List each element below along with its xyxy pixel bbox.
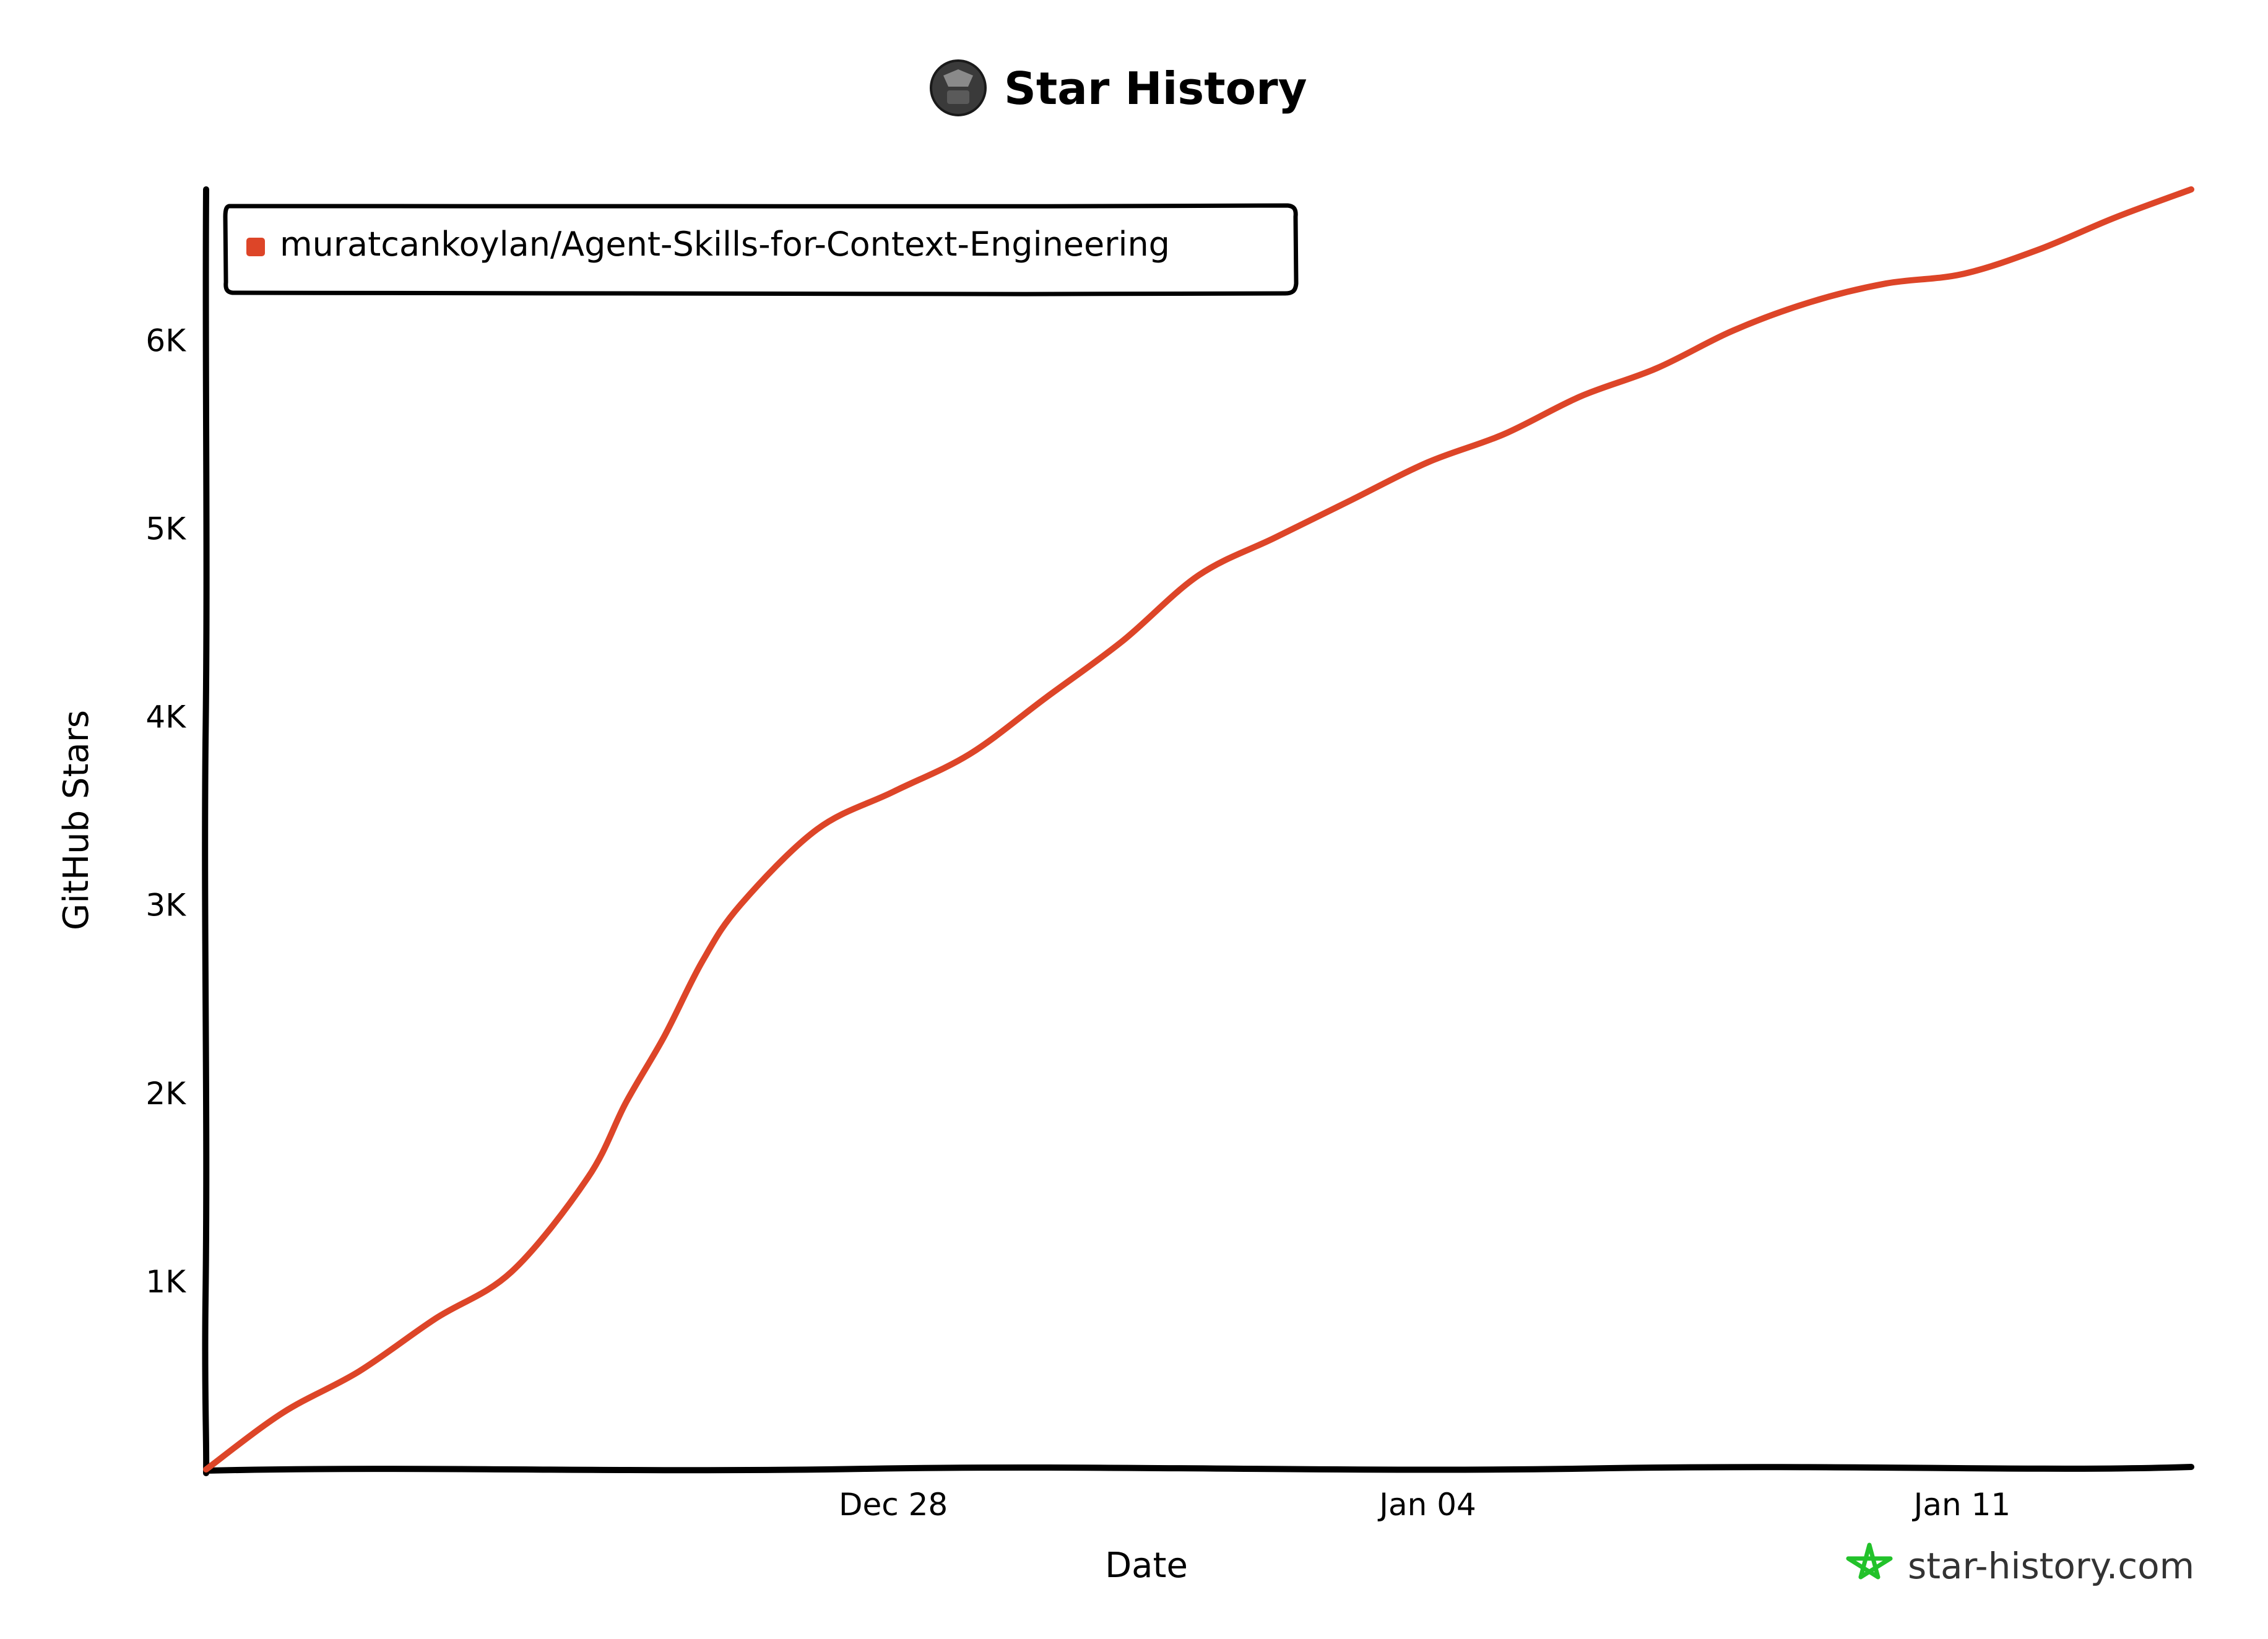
chart-title: Star History — [1004, 63, 1307, 115]
y-tick-label: 3K — [145, 888, 186, 923]
x-axis-title: Date — [1105, 1546, 1188, 1586]
y-axis-line — [202, 186, 210, 1476]
y-tick-label: 6K — [145, 322, 186, 358]
y-tick-label: 4K — [145, 699, 186, 735]
y-tick-labels: 1K 2K 3K 4K 5K 6K — [145, 322, 186, 1300]
legend-frame — [223, 203, 1299, 296]
y-tick-label: 1K — [145, 1264, 186, 1300]
y-tick-label: 5K — [145, 511, 186, 547]
legend-series-label: muratcankoylan/Agent-Skills-for-Context-… — [280, 225, 1170, 264]
series-layer — [203, 186, 2194, 1473]
series-line — [203, 186, 2194, 1473]
title-group: Star History — [930, 59, 1307, 116]
repo-owner-avatar-icon — [930, 59, 987, 116]
x-tick-label: Jan 04 — [1377, 1487, 1476, 1523]
y-axis-title: GitHub Stars — [56, 710, 97, 930]
x-tick-label: Dec 28 — [839, 1487, 948, 1523]
axes — [202, 186, 2194, 1476]
star-outline-icon — [1846, 1542, 1893, 1580]
y-tick-label: 2K — [145, 1076, 186, 1112]
x-tick-label: Jan 11 — [1912, 1487, 2011, 1523]
legend: muratcankoylan/Agent-Skills-for-Context-… — [223, 203, 1299, 296]
x-axis-line — [203, 1464, 2194, 1474]
watermark-text: star-history.com — [1908, 1545, 2194, 1587]
x-tick-labels: Dec 28 Jan 04 Jan 11 — [839, 1487, 2010, 1523]
legend-swatch — [246, 238, 265, 256]
watermark: star-history.com — [1846, 1542, 2194, 1587]
